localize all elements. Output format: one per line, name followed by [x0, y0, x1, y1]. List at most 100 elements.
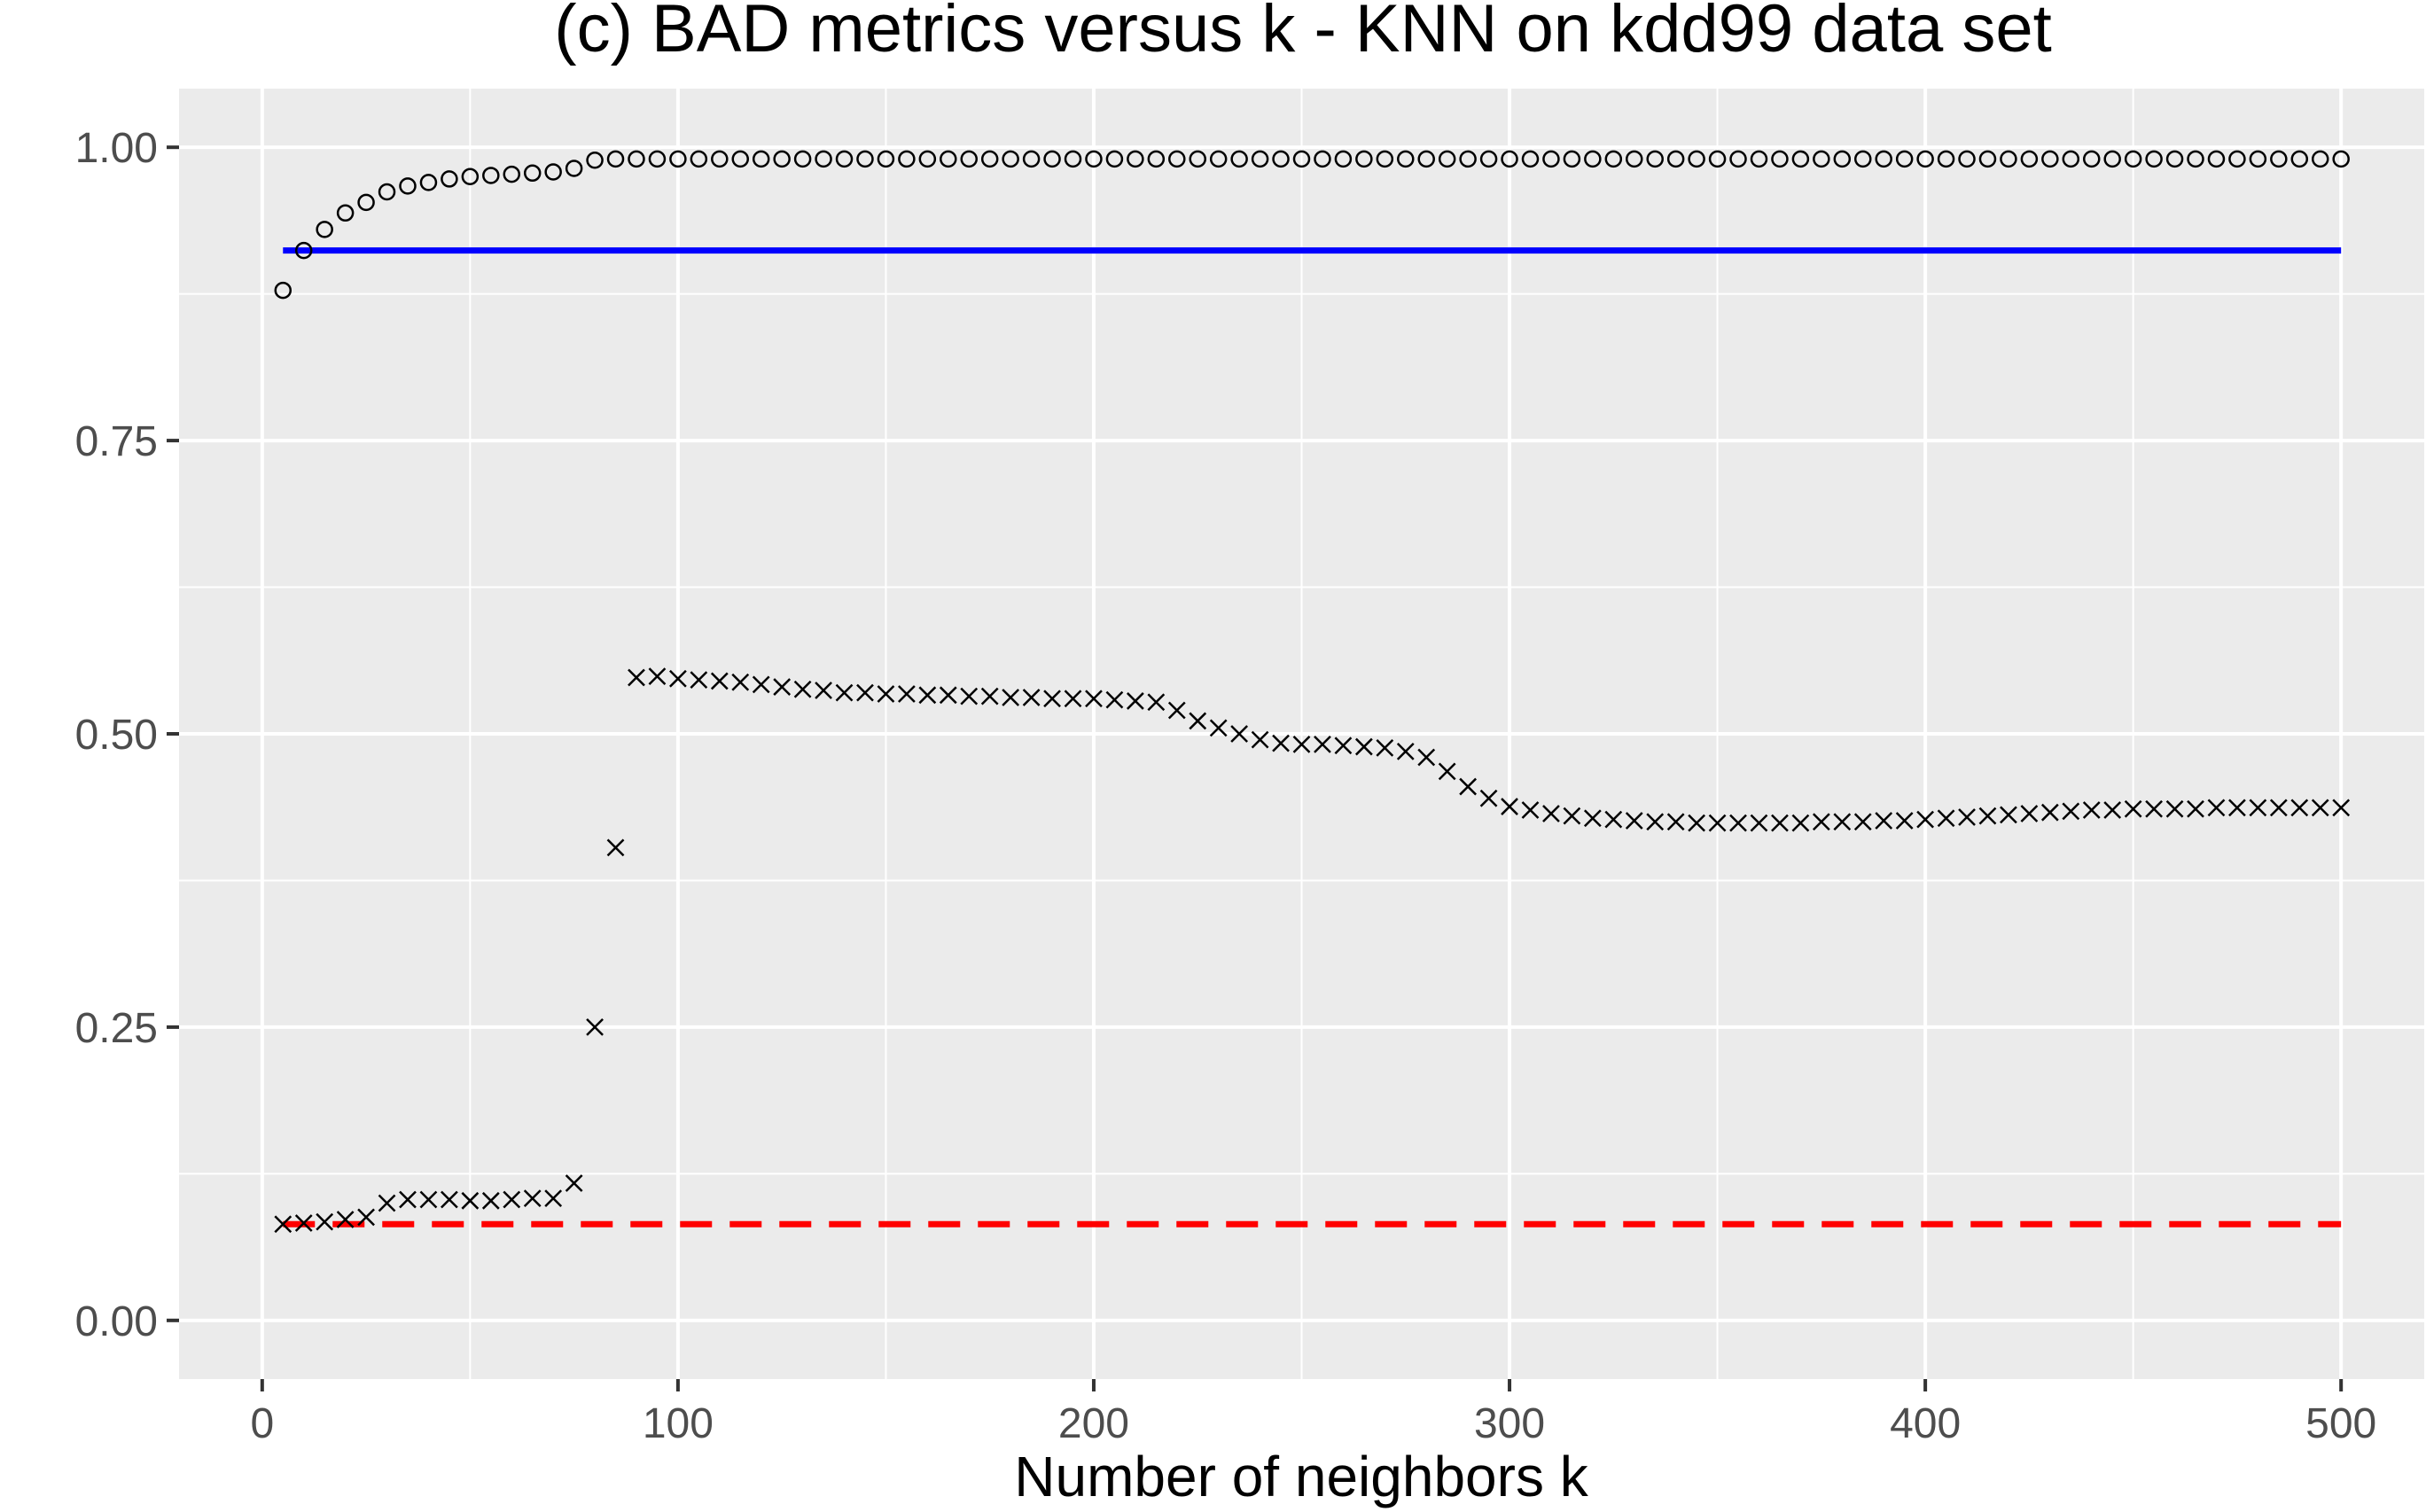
- circle-point: [2041, 150, 2059, 168]
- cross-point: [2207, 799, 2226, 817]
- circle-point: [1813, 150, 1830, 168]
- circle-point: [2103, 150, 2121, 168]
- cross-point: [441, 1190, 458, 1209]
- cross-point: [856, 683, 874, 702]
- y-tick-label: 1.00: [75, 125, 158, 172]
- circle-point: [628, 150, 645, 168]
- cross-point: [815, 682, 832, 699]
- cross-point: [1189, 712, 1207, 730]
- circle-point: [606, 150, 625, 168]
- cross-point: [1521, 801, 1540, 819]
- circle-point: [1937, 150, 1955, 168]
- cross-point: [565, 1174, 583, 1192]
- circle-point: [711, 150, 729, 168]
- circle-point: [980, 150, 999, 168]
- cross-point: [1314, 736, 1331, 753]
- circle-point: [1479, 150, 1498, 168]
- circle-point: [1147, 150, 1166, 168]
- cross-point: [1791, 814, 1810, 832]
- cross-point: [628, 668, 645, 687]
- cross-point: [378, 1194, 396, 1212]
- cross-point: [1417, 748, 1436, 767]
- circle-point: [1501, 150, 1518, 168]
- cross-point: [2082, 801, 2101, 819]
- circle-point: [1438, 150, 1456, 168]
- circle-point: [1833, 150, 1852, 168]
- circle-point: [2124, 150, 2142, 168]
- circle-point: [1978, 150, 1997, 168]
- circle-point: [2145, 150, 2163, 168]
- grid-lines: [179, 89, 2424, 1379]
- circle-point: [586, 151, 604, 169]
- cross-point: [1230, 725, 1249, 743]
- cross-point: [1583, 809, 1602, 828]
- cross-point: [1334, 737, 1353, 755]
- circle-point: [357, 193, 375, 212]
- circle-point: [1105, 150, 1124, 168]
- cross-point: [1875, 812, 1893, 830]
- cross-point: [669, 669, 687, 688]
- circle-point: [1002, 150, 1019, 168]
- circle-point: [1791, 150, 1810, 168]
- circle-point: [1521, 150, 1540, 168]
- x-tick-label: 100: [643, 1400, 714, 1447]
- cross-point: [1209, 719, 1228, 737]
- cross-point: [1272, 734, 1290, 752]
- circle-point: [752, 150, 770, 168]
- cross-point: [1376, 739, 1394, 757]
- cross-point: [316, 1212, 334, 1231]
- cross-point: [586, 1018, 604, 1036]
- cross-point: [1354, 737, 1373, 756]
- cross-point: [1853, 813, 1872, 831]
- circle-point: [2000, 150, 2017, 168]
- cross-point: [1251, 730, 1269, 749]
- circle-point: [1085, 150, 1103, 168]
- circle-point: [1417, 150, 1435, 168]
- cross-point: [731, 673, 750, 691]
- x-tick-label: 500: [2305, 1400, 2376, 1447]
- circle-point: [2187, 150, 2204, 168]
- circle-point: [1916, 150, 1934, 168]
- cross-point: [481, 1191, 500, 1210]
- circle-point: [503, 165, 521, 183]
- circle-point: [1958, 150, 1976, 168]
- circle-point: [1459, 150, 1477, 168]
- cross-point: [1895, 812, 1914, 830]
- cross-point: [918, 686, 937, 705]
- circle-point: [856, 150, 874, 168]
- circle-point: [1272, 150, 1290, 168]
- cross-point: [1937, 809, 1955, 828]
- circle-point: [669, 150, 687, 168]
- cross-point: [1750, 814, 1768, 832]
- circle-point: [482, 167, 500, 184]
- cross-point: [1126, 692, 1144, 710]
- cross-point: [773, 678, 792, 696]
- axis-ticks: 0 100 200 300 400 500 0.00 0.25 0.50 0.75 1.00: [75, 125, 2377, 1447]
- cross-point: [1916, 810, 1934, 829]
- cross-point: [2020, 805, 2039, 822]
- cross-point: [399, 1190, 417, 1209]
- cross-point: [2165, 799, 2184, 818]
- cross-point: [1438, 762, 1456, 781]
- circle-point: [274, 281, 293, 300]
- y-tick-label: 0.25: [75, 1005, 158, 1052]
- cross-point: [980, 687, 999, 705]
- circle-point: [1314, 150, 1331, 168]
- circle-point: [1022, 150, 1041, 168]
- cross-point: [1771, 814, 1789, 832]
- cross-point: [835, 683, 854, 702]
- cross-point: [1812, 813, 1830, 831]
- circle-point: [2207, 150, 2226, 168]
- cross-point: [357, 1208, 375, 1227]
- circle-point: [731, 150, 749, 168]
- cross-point: [2103, 801, 2122, 819]
- cross-point: [1002, 689, 1020, 706]
- cross-point: [1167, 701, 1186, 720]
- circle-point: [2311, 150, 2329, 168]
- circle-point: [419, 174, 438, 191]
- cross-point: [2269, 799, 2288, 817]
- circle-point: [1604, 150, 1623, 168]
- cross-point: [1563, 807, 1581, 825]
- y-tick-label: 0.50: [75, 712, 158, 759]
- cross-point: [1708, 814, 1727, 832]
